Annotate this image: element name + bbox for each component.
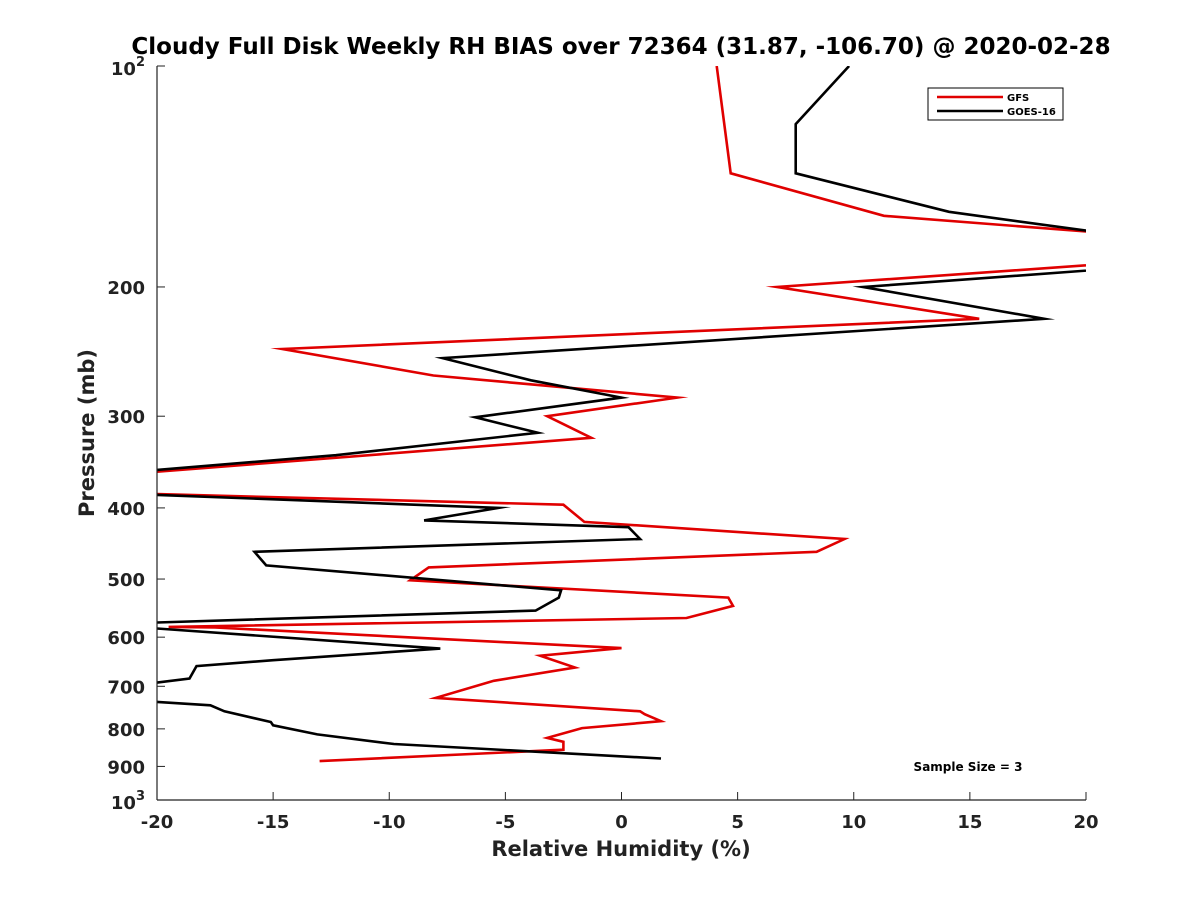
y-tick-label: 200 (107, 278, 145, 299)
y-tick-label: 600 (107, 628, 145, 649)
x-axis-ticks: -20 -15 -10 -5 0 5 10 15 20 (141, 792, 1099, 833)
x-tick-label: -10 (373, 812, 406, 833)
y-tick-label: 900 (107, 757, 145, 778)
x-tick-label: 20 (1073, 812, 1098, 833)
x-tick-label: -15 (257, 812, 290, 833)
series-line-goes16 (157, 66, 1086, 760)
x-tick-label: -20 (141, 812, 174, 833)
y-tick-label: 400 (107, 499, 145, 520)
legend-box (927, 87, 1064, 121)
y-tick-label: 300 (107, 407, 145, 428)
series-layer (157, 66, 1086, 763)
x-tick-label: -5 (495, 812, 515, 833)
legend-label-goes16: GOES-16 (1007, 107, 1056, 118)
chart-title: Cloudy Full Disk Weekly RH BIAS over 723… (131, 34, 1110, 60)
x-tick-label: 15 (957, 812, 982, 833)
y-tick-label: 500 (107, 570, 145, 591)
y-tick-label: 102 (111, 55, 145, 80)
y-tick-label: 103 (111, 789, 145, 814)
y-axis-ticks: 102 200 300 400 500 600 700 800 900 103 (107, 55, 165, 814)
sample-size-annotation: Sample Size = 3 (914, 760, 1023, 774)
x-tick-label: 5 (731, 812, 744, 833)
plot-area (157, 66, 1086, 800)
series-line-gfs (157, 66, 1086, 763)
legend-label-gfs: GFS (1007, 93, 1029, 104)
x-tick-label: 0 (615, 812, 628, 833)
x-axis-label: Relative Humidity (%) (491, 837, 750, 861)
legend: GFS GOES-16 (927, 87, 1064, 121)
y-axis-label: Pressure (mb) (75, 349, 99, 517)
y-tick-label: 800 (107, 720, 145, 741)
y-tick-label: 700 (107, 677, 145, 698)
x-tick-label: 10 (841, 812, 866, 833)
